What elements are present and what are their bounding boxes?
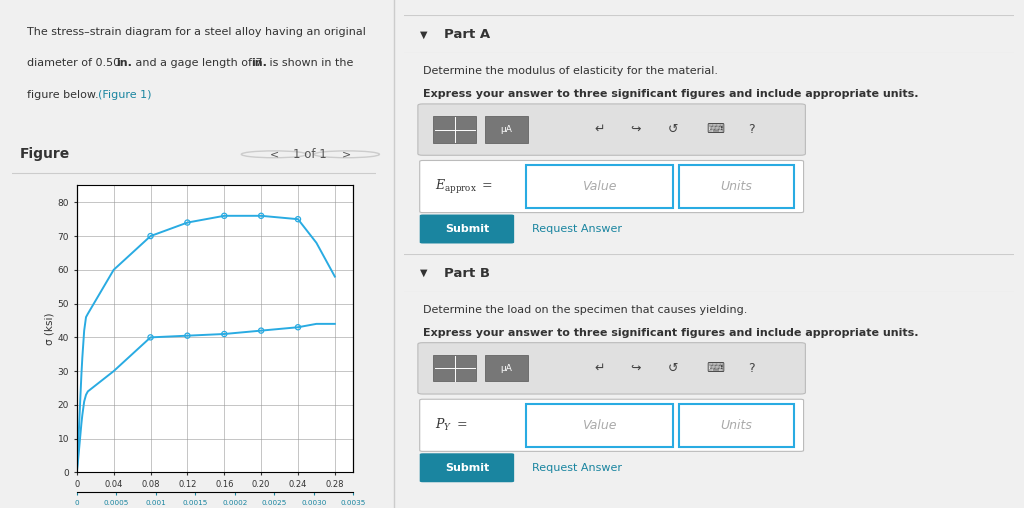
- Text: diameter of 0.50: diameter of 0.50: [27, 58, 124, 68]
- Text: Part B: Part B: [444, 267, 490, 279]
- Text: ↵: ↵: [594, 123, 605, 136]
- Point: [253, 212, 269, 220]
- Point: [179, 332, 196, 340]
- Text: $E_\mathrm{approx}\ =$: $E_\mathrm{approx}\ =$: [435, 177, 493, 196]
- Text: 1 of 1: 1 of 1: [294, 148, 328, 161]
- Point: [290, 215, 306, 223]
- Text: <: <: [269, 149, 279, 160]
- FancyBboxPatch shape: [679, 165, 795, 208]
- Text: ▼: ▼: [420, 29, 427, 39]
- FancyBboxPatch shape: [420, 214, 514, 243]
- Text: figure below.: figure below.: [27, 90, 102, 100]
- Text: Units: Units: [721, 180, 753, 193]
- Text: ⌨: ⌨: [707, 123, 724, 136]
- Text: ?: ?: [749, 123, 755, 136]
- Text: ↪: ↪: [631, 123, 641, 136]
- Text: μA: μA: [501, 364, 512, 373]
- Text: Express your answer to three significant figures and include appropriate units.: Express your answer to three significant…: [423, 328, 919, 338]
- FancyBboxPatch shape: [418, 104, 806, 155]
- Text: Value: Value: [583, 419, 616, 432]
- FancyBboxPatch shape: [418, 343, 806, 394]
- Text: Request Answer: Request Answer: [532, 224, 623, 234]
- Point: [142, 232, 159, 240]
- Point: [253, 327, 269, 335]
- FancyBboxPatch shape: [526, 165, 673, 208]
- FancyBboxPatch shape: [679, 404, 795, 447]
- Text: ↪: ↪: [631, 362, 641, 375]
- Text: ↺: ↺: [668, 123, 678, 136]
- Y-axis label: σ (ksi): σ (ksi): [45, 313, 55, 345]
- Text: Determine the load on the specimen that causes yielding.: Determine the load on the specimen that …: [423, 305, 748, 314]
- Text: ⌨: ⌨: [707, 362, 724, 375]
- FancyBboxPatch shape: [485, 355, 528, 382]
- Text: μA: μA: [501, 125, 512, 134]
- Text: ?: ?: [749, 362, 755, 375]
- Text: Part A: Part A: [444, 28, 490, 41]
- Text: Units: Units: [721, 419, 753, 432]
- Text: in.: in.: [116, 58, 132, 68]
- Point: [290, 323, 306, 331]
- Point: [216, 212, 232, 220]
- Text: and a gage length of 7: and a gage length of 7: [131, 58, 265, 68]
- Text: is shown in the: is shown in the: [266, 58, 353, 68]
- FancyBboxPatch shape: [433, 116, 476, 143]
- Text: in.: in.: [251, 58, 266, 68]
- Point: [216, 330, 232, 338]
- Text: ↵: ↵: [594, 362, 605, 375]
- FancyBboxPatch shape: [433, 355, 476, 382]
- Text: $P_Y\ =$: $P_Y\ =$: [435, 417, 467, 433]
- FancyBboxPatch shape: [485, 116, 528, 143]
- Text: Express your answer to three significant figures and include appropriate units.: Express your answer to three significant…: [423, 89, 919, 99]
- Text: (Figure 1): (Figure 1): [98, 90, 152, 100]
- Text: The stress–strain diagram for a steel alloy having an original: The stress–strain diagram for a steel al…: [27, 27, 366, 37]
- Point: [179, 218, 196, 227]
- FancyBboxPatch shape: [420, 161, 804, 212]
- FancyBboxPatch shape: [420, 399, 804, 451]
- Text: Value: Value: [583, 180, 616, 193]
- Text: Submit: Submit: [445, 463, 489, 473]
- Text: ▼: ▼: [420, 268, 427, 278]
- FancyBboxPatch shape: [420, 453, 514, 482]
- Text: Request Answer: Request Answer: [532, 463, 623, 473]
- Text: >: >: [342, 149, 351, 160]
- Text: Determine the modulus of elasticity for the material.: Determine the modulus of elasticity for …: [423, 66, 718, 76]
- Point: [142, 333, 159, 341]
- FancyBboxPatch shape: [526, 404, 673, 447]
- Text: ↺: ↺: [668, 362, 678, 375]
- Text: Submit: Submit: [445, 224, 489, 234]
- Text: Figure: Figure: [19, 147, 70, 162]
